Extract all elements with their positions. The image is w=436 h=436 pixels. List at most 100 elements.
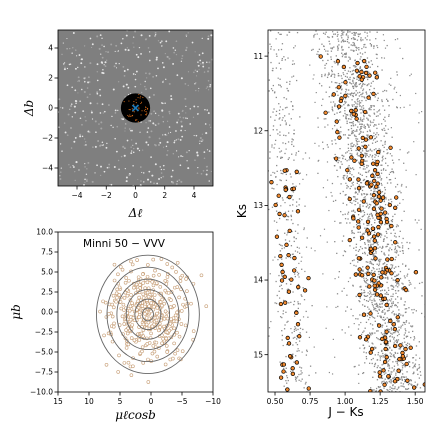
field-star [388, 328, 391, 331]
field-star [363, 193, 365, 195]
field-star [405, 264, 407, 267]
field-star [299, 366, 301, 368]
field-star [372, 139, 375, 141]
field-star [383, 238, 385, 241]
field-star [276, 229, 279, 231]
field-star [162, 146, 165, 148]
field-star [383, 380, 385, 382]
field-star [286, 382, 288, 384]
field-star [340, 161, 342, 163]
field-star [387, 228, 389, 230]
field-star [355, 149, 357, 152]
field-star [394, 271, 396, 273]
field-star [381, 382, 383, 384]
field-star [381, 311, 383, 313]
field-star [294, 250, 297, 252]
field-star [162, 81, 164, 83]
field-star [268, 90, 270, 92]
field-star [162, 175, 165, 178]
field-star [374, 347, 377, 349]
field-star [178, 156, 180, 158]
field-star [345, 89, 348, 91]
member-star-point [372, 234, 377, 239]
field-star [342, 54, 344, 56]
field-star [365, 358, 368, 360]
field-star [385, 169, 387, 171]
member-star-point [378, 293, 383, 298]
field-star [108, 163, 111, 166]
field-star [357, 97, 359, 100]
field-star [336, 112, 338, 114]
pm-star-point [145, 280, 150, 285]
field-star [115, 150, 118, 153]
field-star [372, 343, 374, 345]
member-star-point [356, 225, 361, 230]
pm-star-point [125, 331, 130, 336]
field-star [373, 47, 375, 49]
field-star [137, 178, 139, 181]
field-star [431, 363, 432, 364]
field-star [383, 199, 385, 201]
field-star [369, 92, 372, 94]
field-star [377, 75, 379, 77]
field-star [359, 102, 362, 104]
field-star [391, 387, 393, 389]
field-star [375, 303, 377, 305]
field-star [323, 118, 325, 120]
field-star [389, 223, 391, 225]
field-star [387, 152, 389, 154]
pm-star-point [120, 267, 125, 272]
pm-star-point [98, 309, 102, 314]
field-star [125, 176, 128, 179]
field-star [360, 87, 362, 89]
field-star [354, 38, 356, 40]
field-star [209, 85, 211, 88]
field-star [391, 288, 393, 290]
field-star [394, 248, 396, 251]
field-star [401, 362, 404, 365]
pm-star-point [180, 349, 185, 354]
field-star [360, 151, 362, 154]
field-star [330, 50, 333, 52]
field-star [391, 170, 393, 173]
field-star [363, 158, 365, 161]
member-star-point [403, 287, 409, 293]
member-star-point [395, 315, 400, 320]
field-star [296, 246, 299, 248]
field-star [382, 310, 384, 312]
field-star [352, 132, 354, 134]
cmd-background [268, 30, 425, 392]
field-star [366, 166, 368, 169]
field-star [400, 325, 402, 327]
field-star [147, 127, 150, 129]
cluster-member-point [131, 108, 133, 110]
field-star [124, 168, 126, 170]
field-star [83, 183, 85, 186]
field-star [363, 289, 365, 292]
field-star [371, 236, 373, 239]
pm-star-point [114, 291, 119, 296]
field-star [353, 31, 355, 34]
field-star [355, 66, 357, 68]
field-star [91, 118, 94, 120]
field-star [358, 103, 360, 105]
field-star [403, 321, 405, 324]
pm-star-point [111, 293, 116, 298]
pm-star-point [128, 304, 133, 309]
pm-star-point [114, 299, 118, 304]
field-star [283, 385, 285, 387]
field-star [83, 90, 86, 94]
field-star [372, 259, 374, 261]
field-star [367, 261, 369, 263]
field-star [337, 72, 340, 75]
field-star [340, 210, 342, 213]
field-star [196, 113, 199, 115]
field-star [384, 353, 386, 356]
field-star [402, 376, 404, 378]
field-star [60, 167, 62, 169]
field-star [368, 345, 371, 347]
field-star [381, 377, 384, 379]
field-star [361, 81, 363, 83]
field-star [291, 138, 293, 140]
field-star [340, 85, 342, 87]
